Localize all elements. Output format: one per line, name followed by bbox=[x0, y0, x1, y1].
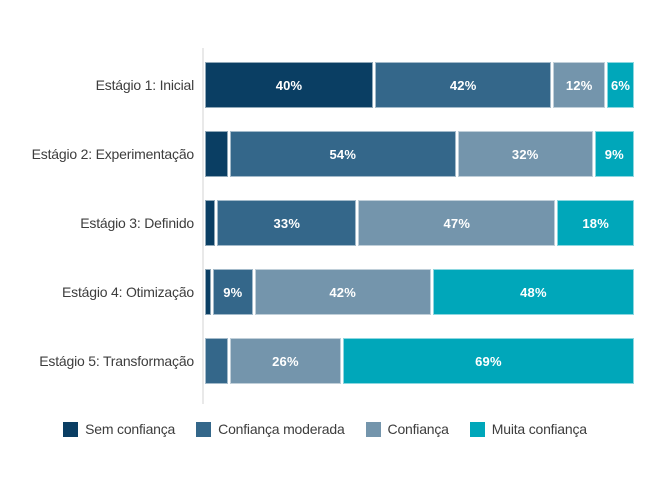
y-axis-line bbox=[202, 48, 204, 404]
bar-segment-value: 42% bbox=[329, 284, 356, 300]
bar-segment: 69% bbox=[342, 338, 634, 384]
legend-swatch bbox=[196, 421, 212, 437]
legend-swatch bbox=[63, 421, 79, 437]
bar-segment: 9% bbox=[213, 269, 253, 315]
bar-segment-value: 32% bbox=[511, 146, 539, 162]
bar-segment: 18% bbox=[557, 200, 634, 246]
bar-segment-value: 9% bbox=[223, 284, 243, 300]
bar-segment: 26% bbox=[229, 338, 341, 384]
bar-segment: 6% bbox=[607, 62, 634, 108]
legend-label: Sem confiança bbox=[85, 421, 176, 437]
bar-segment-value: 40% bbox=[275, 77, 303, 93]
bar-segment: 42% bbox=[375, 62, 552, 108]
bar-segment-value: 33% bbox=[273, 215, 301, 231]
bar-segment-value: 47% bbox=[443, 215, 471, 231]
legend-item: Confiança bbox=[365, 421, 449, 437]
bar-track: 54% 32% 9% bbox=[205, 131, 634, 177]
bar-segment: 40% bbox=[205, 62, 373, 108]
bar-segment: 9% bbox=[594, 131, 634, 177]
bar-segment-value: 42% bbox=[449, 77, 477, 93]
category-label: Estágio 5: Transformação bbox=[39, 353, 194, 369]
chart-rows: Estágio 1: Inicial 40% 42% 12% 6% Estágio 2: … bbox=[0, 62, 634, 407]
bar-segment-value: 9% bbox=[604, 146, 624, 162]
bar-segment-value: 54% bbox=[329, 146, 357, 162]
bar-segment-value: 6% bbox=[610, 77, 631, 93]
legend-swatch bbox=[469, 421, 485, 437]
legend: Sem confiança Confiança moderada Confiança… bbox=[0, 421, 650, 437]
bar-track: 33% 47% 18% bbox=[205, 200, 634, 246]
bar-segment: 32% bbox=[457, 131, 593, 177]
bar-segment-value: 69% bbox=[475, 353, 502, 369]
chart-row: Estágio 2: Experimentação 54% 32% 9% bbox=[0, 131, 634, 177]
legend-item: Sem confiança bbox=[63, 421, 175, 437]
bar-segment: 47% bbox=[358, 200, 556, 246]
bar-segment: 54% bbox=[229, 131, 456, 177]
bar-track: 40% 42% 12% 6% bbox=[205, 62, 634, 108]
category-label: Estágio 3: Definido bbox=[80, 215, 194, 231]
bar-segment-value: 26% bbox=[272, 353, 299, 369]
bar-segment-value: 48% bbox=[520, 284, 547, 300]
bar-segment-value: 18% bbox=[582, 215, 609, 231]
bar-segment: 33% bbox=[217, 200, 357, 246]
bar-segment-value: 12% bbox=[565, 77, 593, 93]
chart-row: Estágio 3: Definido 33% 47% 18% bbox=[0, 200, 634, 246]
bar-segment: 12% bbox=[553, 62, 606, 108]
legend-swatch bbox=[365, 421, 381, 437]
bar-track: 26% 69% bbox=[205, 338, 634, 384]
chart-row: Estágio 4: Otimização 9% 42% 48% bbox=[0, 269, 634, 315]
legend-label: Confiança bbox=[387, 421, 449, 437]
category-label: Estágio 2: Experimentação bbox=[31, 146, 195, 162]
bar-segment bbox=[205, 269, 212, 315]
legend-item: Confiança moderada bbox=[196, 421, 345, 437]
bar-segment bbox=[205, 200, 216, 246]
bar-segment bbox=[205, 338, 228, 384]
chart-row: Estágio 1: Inicial 40% 42% 12% 6% bbox=[0, 62, 634, 108]
category-label: Estágio 1: Inicial bbox=[95, 77, 195, 93]
bar-track: 9% 42% 48% bbox=[205, 269, 634, 315]
bar-segment bbox=[205, 131, 228, 177]
legend-label: Confiança moderada bbox=[218, 421, 345, 437]
legend-item: Muita confiança bbox=[469, 421, 587, 437]
legend-label: Muita confiança bbox=[491, 421, 587, 437]
bar-segment: 42% bbox=[254, 269, 431, 315]
category-label: Estágio 4: Otimização bbox=[62, 284, 194, 300]
chart-row: Estágio 5: Transformação 26% 69% bbox=[0, 338, 634, 384]
bar-segment: 48% bbox=[432, 269, 634, 315]
